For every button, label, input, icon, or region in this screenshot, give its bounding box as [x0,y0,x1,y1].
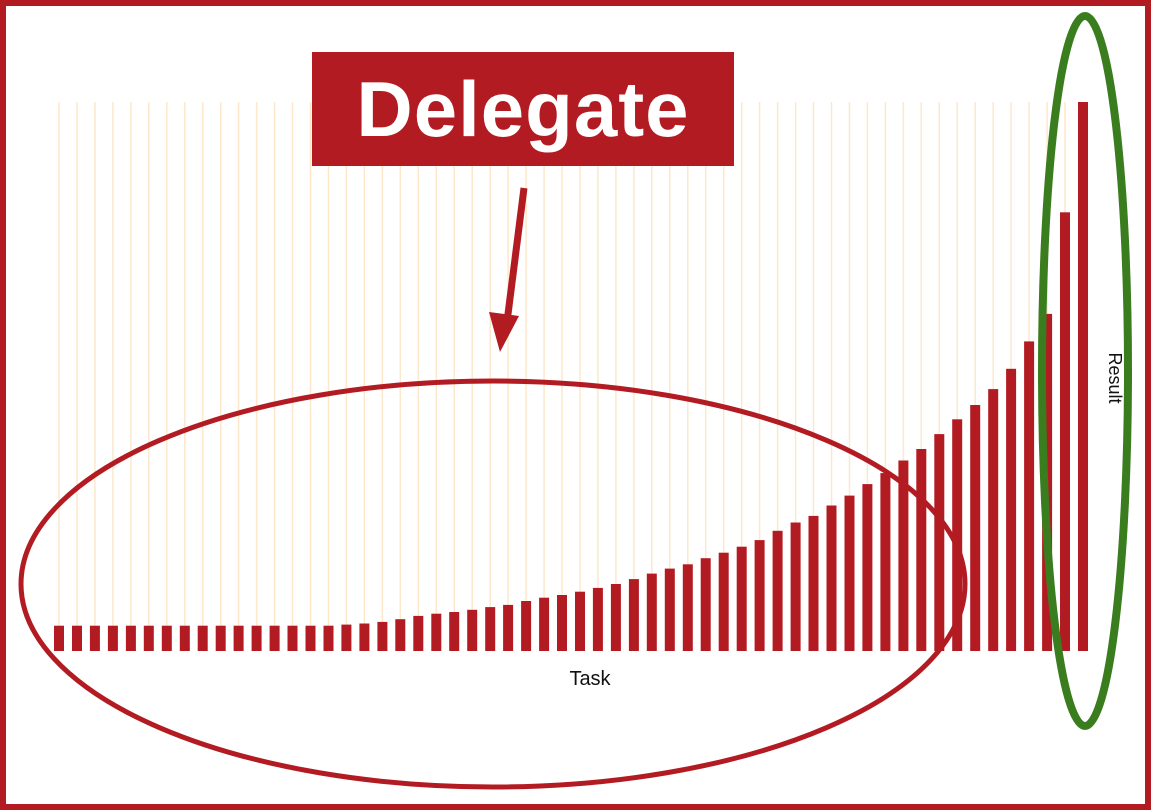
bar [269,625,280,651]
bar [754,540,765,651]
bar [1078,102,1088,651]
delegate-title: Delegate [356,65,690,153]
bar [1060,212,1070,652]
bar [557,595,567,651]
bar [880,473,891,651]
bar [1006,368,1017,651]
y-axis-label: Result [1105,352,1125,404]
bar [628,579,639,651]
bar [467,609,478,651]
bars [54,102,1088,652]
bar [413,615,424,651]
bar [772,530,783,651]
bar [898,460,909,651]
bar [718,552,729,651]
bar [539,597,550,651]
x-axis-label: Task [569,668,611,690]
bar [233,625,244,651]
bar [952,419,963,651]
bar [215,625,226,651]
bar [646,573,657,651]
bar [736,546,747,651]
bar [934,434,945,651]
bar [1024,341,1035,651]
bar [664,568,675,651]
gridlines [58,102,1084,651]
bar [700,558,711,651]
bar [305,625,316,651]
bar [808,515,819,651]
bar [107,625,118,651]
bar [485,607,496,651]
bar [251,625,262,651]
bar [341,624,352,651]
result-highlight-ellipse [1038,12,1132,730]
bar [575,591,585,651]
bar [431,613,442,651]
bar [197,625,208,651]
bar [970,405,981,651]
bar [54,625,64,651]
bar [449,612,460,651]
bar [844,495,855,651]
bar [377,621,388,651]
bar [826,505,837,651]
bar [503,604,514,651]
bar [521,601,532,651]
bar [179,625,190,651]
bar [323,625,334,651]
bar [610,584,621,651]
bar [790,522,801,651]
bar [988,389,999,651]
delegate-arrow [489,187,528,352]
bar [916,449,927,651]
arrow-shaft [503,187,528,323]
task-highlight-ellipse [18,378,968,790]
bar [592,587,603,651]
bar [72,625,82,651]
bar [89,625,100,651]
bar [359,623,370,651]
title-box-bg [312,52,734,166]
bar [862,484,873,651]
bar [125,625,136,651]
bar [287,625,298,651]
bar [395,619,406,651]
bar [143,625,154,651]
bar [161,625,172,651]
arrow-head [489,312,519,352]
bar [682,564,693,651]
